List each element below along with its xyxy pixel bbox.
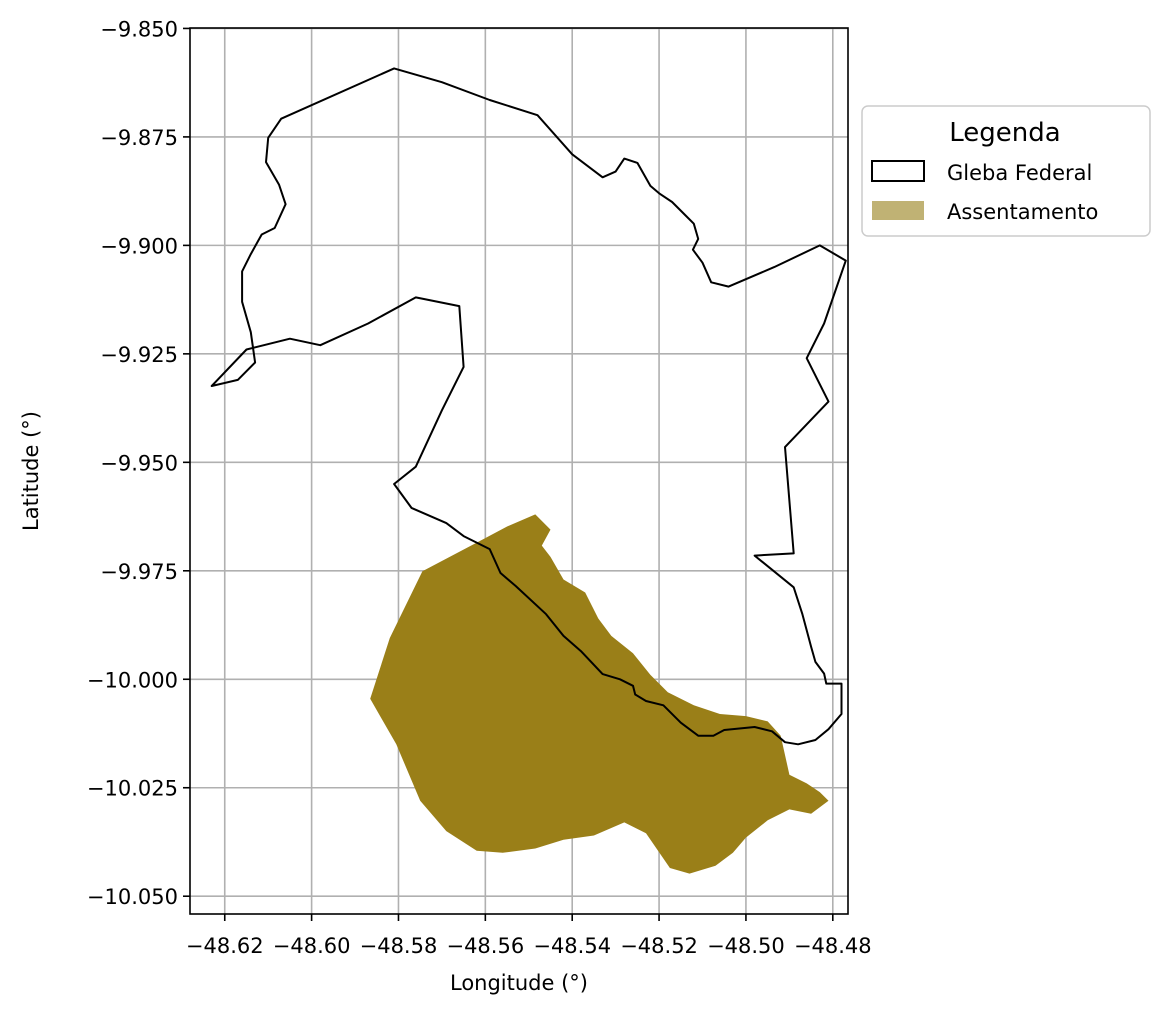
y-tick-label: −9.900 — [100, 234, 178, 258]
y-tick-label: −10.000 — [87, 668, 178, 692]
x-tick-label: −48.58 — [360, 934, 438, 958]
y-tick-label: −10.050 — [87, 885, 178, 909]
legend-label-assentamento: Assentamento — [947, 200, 1098, 224]
y-tick-label: −9.850 — [100, 17, 178, 41]
x-axis: −48.62 −48.60 −48.58 −48.56 −48.54 −48.52 −48.… — [186, 914, 872, 958]
y-tick-label: −9.950 — [100, 451, 178, 475]
y-tick-label: −9.975 — [100, 560, 178, 584]
x-tick-label: −48.50 — [707, 934, 785, 958]
plot-frame — [189, 27, 849, 915]
y-tick-label: −9.875 — [100, 126, 178, 150]
y-tick-label: −9.925 — [100, 343, 178, 367]
legend-label-gleba: Gleba Federal — [947, 161, 1092, 185]
y-tick-label: −10.025 — [87, 777, 178, 801]
x-tick-label: −48.54 — [533, 934, 611, 958]
y-axis: −9.850 −9.875 −9.900 −9.925 −9.950 −9.975 −10.… — [87, 17, 190, 909]
x-tick-label: −48.62 — [186, 934, 264, 958]
x-tick-label: −48.60 — [273, 934, 351, 958]
legend-frame — [861, 105, 1151, 237]
y-axis-title: Latitude (°) — [19, 411, 43, 531]
legend-title: Legenda — [949, 118, 1060, 148]
legend: Legenda Gleba Federal Assentamento — [861, 105, 1151, 237]
x-tick-label: −48.52 — [620, 934, 698, 958]
legend-swatch-assentamento — [872, 201, 924, 220]
x-tick-label: −48.56 — [446, 934, 524, 958]
x-axis-title: Longitude (°) — [450, 971, 588, 995]
assentamento-polygon — [370, 514, 829, 874]
legend-swatch-gleba — [871, 160, 925, 182]
x-tick-label: −48.48 — [794, 934, 872, 958]
gleba-federal-outline — [210, 67, 847, 746]
